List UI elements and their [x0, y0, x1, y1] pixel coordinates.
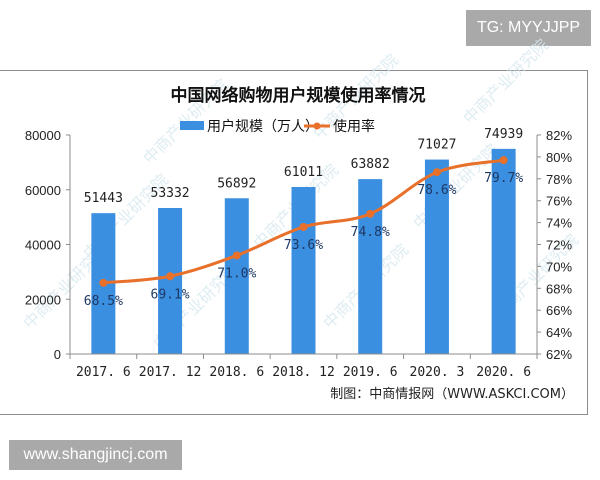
- rate-value-label: 74.8%: [351, 225, 390, 240]
- rate-value-label: 73.6%: [284, 238, 323, 253]
- x-tick-label: 2020. 6: [476, 365, 531, 380]
- left-tick-label: 0: [54, 347, 61, 362]
- site-badge: www.shangjincj.com: [9, 440, 182, 470]
- rate-marker-icon: [166, 272, 175, 281]
- left-tick-label: 60000: [25, 183, 61, 198]
- bar-value-label: 61011: [284, 165, 323, 180]
- right-tick-label: 76%: [546, 194, 572, 209]
- x-axis: 2017. 6 2017. 12 2018. 6 2018. 12 2019. 6 202…: [69, 353, 538, 380]
- right-tick-label: 72%: [546, 238, 572, 253]
- bar: [291, 186, 316, 354]
- legend-line-marker-icon: [313, 122, 321, 130]
- bar: [158, 208, 183, 354]
- bar: [224, 198, 249, 354]
- left-tick-label: 20000: [25, 292, 61, 307]
- legend: 用户规模（万人） 使用率: [180, 118, 375, 135]
- right-tick-label: 82%: [546, 128, 572, 143]
- x-tick-label: 2020. 3: [410, 365, 465, 380]
- rate-value-label: 69.1%: [151, 287, 190, 302]
- watermark-text: 中商产业研究院: [459, 35, 552, 128]
- source-caption: 制图：中商情报网（WWW.ASKCI.COM）: [330, 387, 574, 402]
- bar-value-label: 74939: [484, 127, 523, 142]
- rate-marker-icon: [99, 278, 108, 287]
- bar-value-label: 63882: [351, 157, 390, 172]
- legend-bar-swatch: [180, 121, 204, 130]
- rate-marker-icon: [499, 156, 508, 165]
- bar: [358, 179, 383, 354]
- right-tick-label: 64%: [546, 325, 572, 340]
- right-tick-label: 74%: [546, 216, 572, 231]
- legend-line-label: 使用率: [333, 118, 375, 135]
- x-tick-label: 2017. 6: [76, 365, 131, 380]
- rate-value-label: 71.0%: [217, 266, 256, 281]
- bar: [424, 159, 449, 354]
- tg-badge: TG: MYYJJPP: [466, 10, 591, 46]
- bar-value-label: 56892: [217, 176, 256, 191]
- bar-value-label: 51443: [84, 191, 123, 206]
- right-tick-label: 66%: [546, 303, 572, 318]
- left-tick-label: 80000: [25, 128, 61, 143]
- chart-title: 中国网络购物用户规模使用率情况: [171, 85, 426, 106]
- rate-marker-icon: [366, 209, 375, 218]
- x-tick-label: 2018. 12: [272, 365, 335, 380]
- rate-marker-icon: [299, 222, 308, 231]
- line-series: 68.5% 69.1% 71.0% 73.6% 74.8% 78.6% 79.7%: [84, 156, 523, 309]
- right-tick-label: 62%: [546, 347, 572, 362]
- left-tick-label: 40000: [25, 238, 61, 253]
- rate-marker-icon: [432, 168, 441, 177]
- x-tick-label: 2019. 6: [343, 365, 398, 380]
- right-tick-label: 68%: [546, 281, 572, 296]
- x-tick-label: 2017. 12: [139, 365, 202, 380]
- bar: [491, 148, 516, 354]
- bar-value-label: 71027: [417, 138, 456, 153]
- rate-value-label: 79.7%: [484, 171, 523, 186]
- right-tick-label: 80%: [546, 150, 572, 165]
- x-tick-label: 2018. 6: [209, 365, 264, 380]
- right-axis: 62% 64% 66% 68% 70% 72% 74% 76% 78% 80% 82%: [536, 128, 572, 362]
- left-axis: 0 20000 40000 60000 80000: [25, 128, 71, 362]
- bar-value-label: 53332: [151, 186, 190, 201]
- right-tick-label: 78%: [546, 172, 572, 187]
- rate-value-label: 68.5%: [84, 294, 123, 309]
- rate-marker-icon: [232, 251, 241, 260]
- legend-bar-label: 用户规模（万人）: [207, 118, 319, 135]
- bar-series: 51443 53332 56892 61011 63882 71027 74939: [84, 127, 523, 354]
- right-tick-label: 70%: [546, 259, 572, 274]
- rate-value-label: 78.6%: [417, 183, 456, 198]
